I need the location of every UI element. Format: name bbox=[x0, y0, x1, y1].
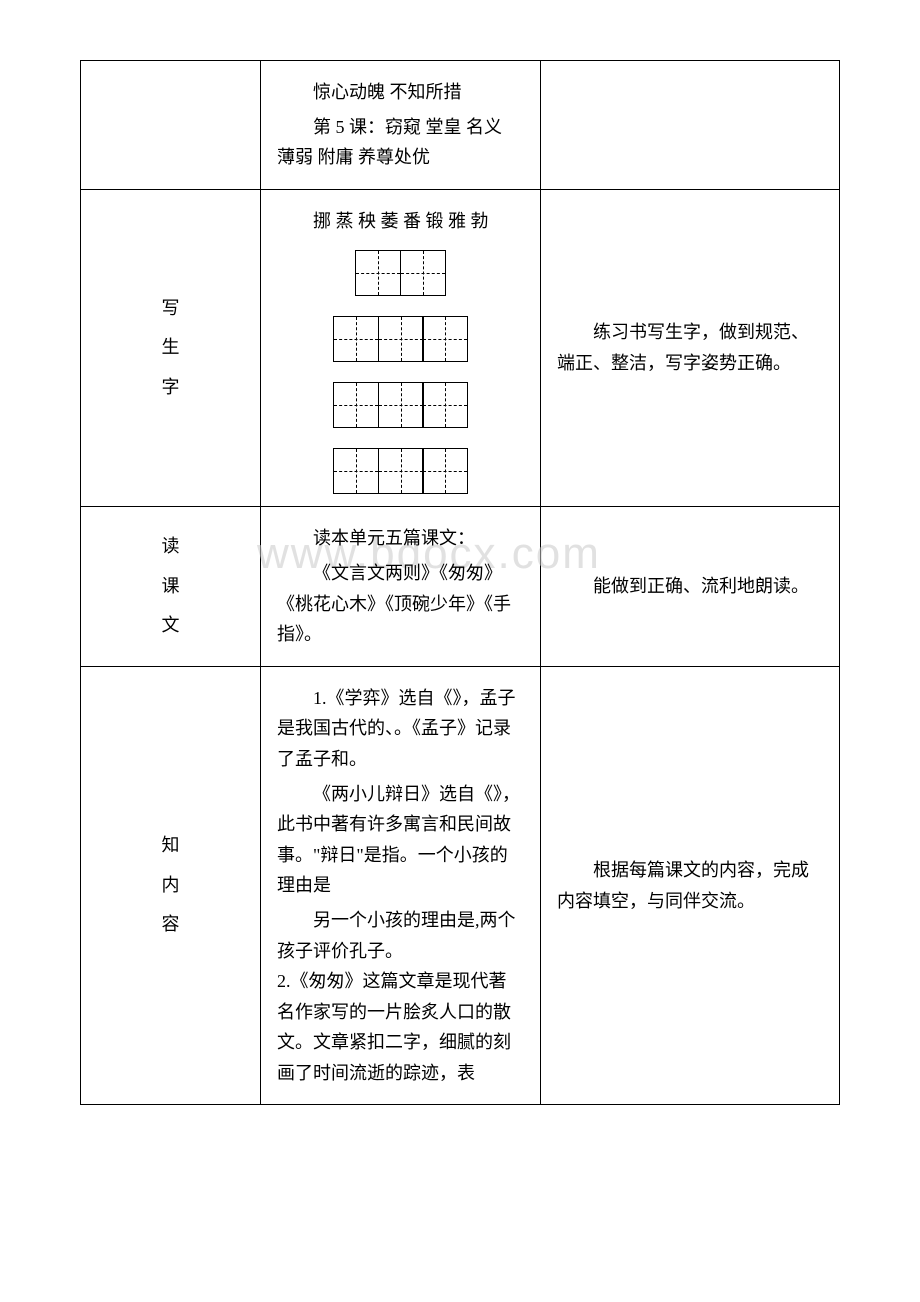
grid-row bbox=[333, 316, 468, 362]
row2-req: 练习书写生字，做到规范、端正、整洁，写字姿势正确。 bbox=[541, 189, 840, 507]
row1-content: 惊心动魄 不知所措 第 5 课：窃窥 堂皇 名义 薄弱 附庸 养尊处优 bbox=[261, 61, 541, 190]
grid-cell bbox=[333, 382, 379, 428]
label-char: 课 bbox=[97, 567, 244, 607]
label-char: 文 bbox=[97, 606, 244, 646]
grid-cell bbox=[355, 250, 401, 296]
practice-grid-wrap bbox=[277, 250, 524, 494]
grid-cell bbox=[422, 382, 468, 428]
label-char: 字 bbox=[97, 368, 244, 408]
row4-p3: 另一个小孩的理由是,两个孩子评价孔子。 2.《匆匆》这篇文章是现代著名作家写的一… bbox=[277, 905, 524, 1089]
row2-content: 挪 蒸 秧 萎 番 锻 雅 勃 bbox=[261, 189, 541, 507]
grid-cell bbox=[422, 316, 468, 362]
grid-cell bbox=[333, 448, 379, 494]
table-row: 写 生 字 挪 蒸 秧 萎 番 锻 雅 勃 bbox=[81, 189, 840, 507]
grid-cell bbox=[378, 448, 424, 494]
row4-content: 1.《学弈》选自《》，孟子是我国古代的、。《孟子》记录了孟子和。 《两小儿辩日》… bbox=[261, 666, 541, 1105]
label-char: 容 bbox=[97, 905, 244, 945]
row1-req bbox=[541, 61, 840, 190]
row3-p1: 读本单元五篇课文： bbox=[277, 523, 524, 554]
grid-cell bbox=[378, 382, 424, 428]
grid-cell bbox=[400, 250, 446, 296]
label-char: 生 bbox=[97, 328, 244, 368]
row3-req: 能做到正确、流利地朗读。 bbox=[541, 507, 840, 666]
worksheet-table: 惊心动魄 不知所措 第 5 课：窃窥 堂皇 名义 薄弱 附庸 养尊处优 写 生 … bbox=[80, 60, 840, 1105]
row4-label: 知 内 容 bbox=[81, 666, 261, 1105]
label-char: 内 bbox=[97, 866, 244, 906]
row4-req: 根据每篇课文的内容，完成内容填空，与同伴交流。 bbox=[541, 666, 840, 1105]
grid-cell bbox=[333, 316, 379, 362]
row2-chars: 挪 蒸 秧 萎 番 锻 雅 勃 bbox=[277, 206, 524, 237]
row4-p1: 1.《学弈》选自《》，孟子是我国古代的、。《孟子》记录了孟子和。 bbox=[277, 683, 524, 775]
grid-cell bbox=[378, 316, 424, 362]
row3-p2: 《文言文两则》《匆匆》《桃花心木》《顶碗少年》《手指》。 bbox=[277, 558, 524, 650]
table-row: 惊心动魄 不知所措 第 5 课：窃窥 堂皇 名义 薄弱 附庸 养尊处优 bbox=[81, 61, 840, 190]
grid-row bbox=[355, 250, 446, 296]
grid-row bbox=[333, 448, 468, 494]
table-row: 读 课 文 www.bdocx.com 读本单元五篇课文： 《文言文两则》《匆匆… bbox=[81, 507, 840, 666]
table-row: 知 内 容 1.《学弈》选自《》，孟子是我国古代的、。《孟子》记录了孟子和。 《… bbox=[81, 666, 840, 1105]
row1-p2: 第 5 课：窃窥 堂皇 名义 薄弱 附庸 养尊处优 bbox=[277, 112, 524, 173]
row1-p1: 惊心动魄 不知所措 bbox=[277, 77, 524, 108]
grid-row bbox=[333, 382, 468, 428]
label-char: 读 bbox=[97, 527, 244, 567]
label-char: 写 bbox=[97, 289, 244, 329]
grid-cell bbox=[422, 448, 468, 494]
row4-p2: 《两小儿辩日》选自《》，此书中著有许多寓言和民间故事。"辩日"是指。一个小孩的理… bbox=[277, 779, 524, 901]
row2-label: 写 生 字 bbox=[81, 189, 261, 507]
row1-label bbox=[81, 61, 261, 190]
row3-content: www.bdocx.com 读本单元五篇课文： 《文言文两则》《匆匆》《桃花心木… bbox=[261, 507, 541, 666]
row3-label: 读 课 文 bbox=[81, 507, 261, 666]
label-char: 知 bbox=[97, 826, 244, 866]
